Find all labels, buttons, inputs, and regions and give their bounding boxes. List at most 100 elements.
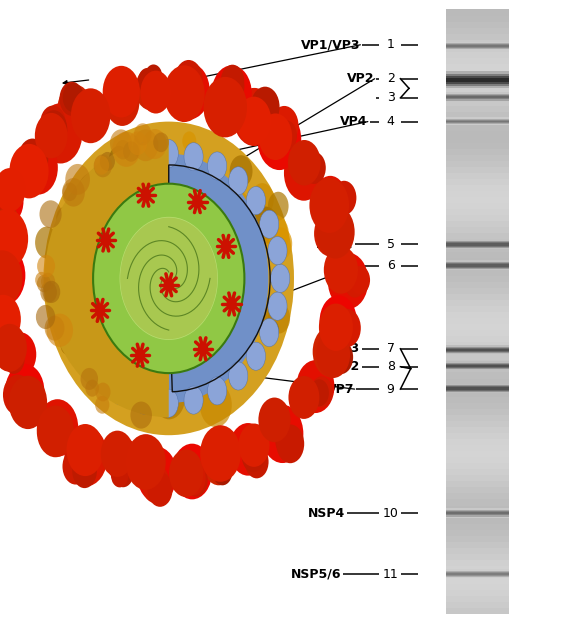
Ellipse shape	[239, 292, 257, 317]
Ellipse shape	[188, 380, 204, 402]
Ellipse shape	[344, 269, 366, 298]
Bar	[446, 514, 509, 515]
Bar	[446, 269, 509, 270]
Bar	[446, 106, 509, 113]
Text: VP2: VP2	[347, 72, 375, 85]
Ellipse shape	[329, 340, 353, 374]
Ellipse shape	[309, 178, 349, 233]
Ellipse shape	[72, 342, 91, 371]
Bar	[446, 547, 509, 554]
Bar	[446, 346, 509, 348]
Ellipse shape	[143, 129, 167, 159]
Ellipse shape	[45, 316, 65, 340]
Bar	[446, 509, 509, 511]
Ellipse shape	[111, 152, 130, 180]
Bar	[446, 305, 509, 312]
Ellipse shape	[275, 425, 298, 456]
Ellipse shape	[134, 124, 152, 145]
Ellipse shape	[40, 106, 66, 141]
Bar	[446, 348, 509, 349]
Bar	[446, 48, 509, 50]
Ellipse shape	[94, 154, 112, 177]
Bar	[446, 124, 509, 131]
Ellipse shape	[208, 152, 227, 180]
Bar	[446, 121, 509, 122]
Bar	[446, 79, 509, 82]
Bar	[446, 119, 509, 120]
Ellipse shape	[227, 298, 237, 310]
Bar	[446, 58, 509, 64]
Ellipse shape	[150, 306, 166, 329]
Ellipse shape	[0, 168, 25, 212]
Bar	[446, 118, 509, 125]
Bar	[446, 426, 509, 433]
Bar	[446, 369, 509, 371]
Ellipse shape	[192, 195, 202, 208]
Bar	[446, 589, 509, 596]
Ellipse shape	[328, 253, 368, 309]
Ellipse shape	[303, 152, 326, 184]
Bar	[446, 142, 509, 148]
Ellipse shape	[134, 301, 150, 322]
Ellipse shape	[6, 385, 27, 413]
Bar	[446, 239, 509, 241]
Bar	[446, 120, 509, 122]
Bar	[446, 570, 509, 571]
Bar	[446, 383, 509, 385]
Ellipse shape	[146, 244, 162, 267]
Ellipse shape	[37, 399, 78, 457]
Bar	[446, 264, 509, 266]
Text: NSP2: NSP2	[323, 360, 360, 373]
Bar	[446, 95, 509, 96]
Ellipse shape	[140, 242, 168, 282]
Bar	[446, 300, 509, 306]
Bar	[446, 372, 509, 378]
Bar	[446, 42, 509, 44]
Ellipse shape	[115, 140, 131, 159]
Bar	[446, 385, 509, 386]
Ellipse shape	[106, 437, 138, 483]
Ellipse shape	[135, 67, 166, 110]
Bar	[446, 43, 509, 44]
Ellipse shape	[0, 250, 22, 306]
Ellipse shape	[135, 268, 167, 312]
Ellipse shape	[153, 132, 169, 152]
Ellipse shape	[95, 396, 109, 413]
Bar	[446, 389, 509, 390]
Bar	[446, 124, 509, 125]
Ellipse shape	[164, 65, 205, 122]
Ellipse shape	[245, 445, 269, 478]
Ellipse shape	[236, 97, 271, 145]
Text: 11: 11	[383, 568, 399, 580]
Ellipse shape	[259, 397, 291, 442]
Ellipse shape	[59, 319, 78, 347]
Bar	[446, 92, 509, 94]
Bar	[446, 172, 509, 179]
Text: 3: 3	[387, 92, 395, 104]
Bar	[446, 244, 509, 246]
Ellipse shape	[37, 275, 51, 292]
Text: 8: 8	[387, 360, 395, 373]
Ellipse shape	[212, 457, 232, 485]
Ellipse shape	[174, 60, 202, 99]
Bar	[446, 573, 509, 574]
Bar	[446, 266, 509, 268]
Bar	[446, 577, 509, 584]
Ellipse shape	[66, 424, 104, 476]
Ellipse shape	[221, 65, 244, 97]
Ellipse shape	[39, 413, 67, 451]
Bar	[446, 76, 509, 78]
Ellipse shape	[39, 200, 62, 228]
Ellipse shape	[0, 178, 7, 205]
Ellipse shape	[95, 304, 105, 317]
Ellipse shape	[242, 440, 265, 472]
Bar	[446, 15, 509, 22]
Ellipse shape	[181, 461, 205, 495]
Ellipse shape	[164, 278, 174, 291]
Ellipse shape	[57, 84, 92, 133]
Ellipse shape	[319, 303, 353, 351]
Text: VP6: VP6	[330, 259, 358, 272]
Bar	[446, 93, 509, 95]
Bar	[446, 179, 509, 185]
Bar	[446, 136, 509, 143]
